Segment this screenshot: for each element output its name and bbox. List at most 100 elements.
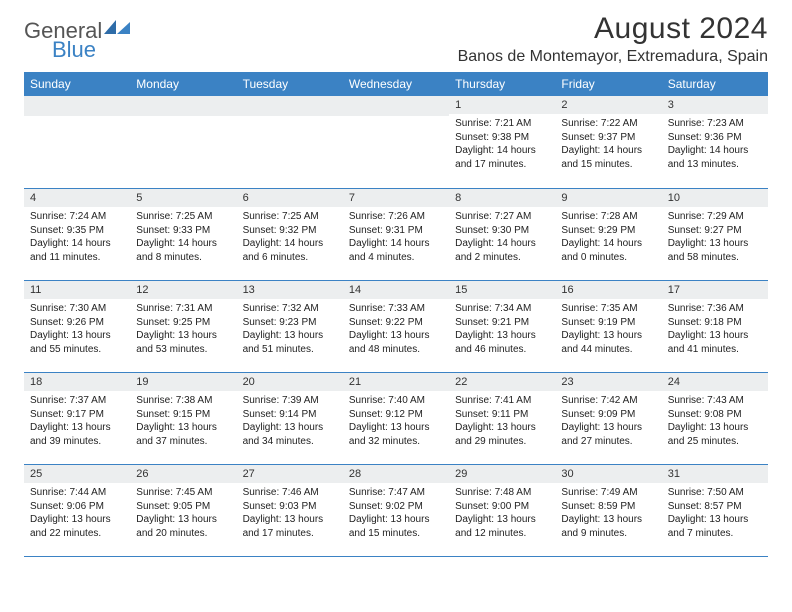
day-details: Sunrise: 7:48 AMSunset: 9:00 PMDaylight:… [449, 483, 555, 546]
calendar-body: 1Sunrise: 7:21 AMSunset: 9:38 PMDaylight… [24, 96, 768, 557]
sunrise-line: Sunrise: 7:25 AM [136, 210, 230, 224]
daylight-line: Daylight: 13 hours and 53 minutes. [136, 329, 230, 356]
logo-text-blue: Blue [52, 39, 130, 61]
day-number: 25 [24, 465, 130, 483]
daylight-line: Daylight: 13 hours and 48 minutes. [349, 329, 443, 356]
day-number: 3 [662, 96, 768, 114]
calendar-day-cell: 23Sunrise: 7:42 AMSunset: 9:09 PMDayligh… [555, 373, 661, 465]
daylight-line: Daylight: 13 hours and 44 minutes. [561, 329, 655, 356]
daylight-line: Daylight: 13 hours and 22 minutes. [30, 513, 124, 540]
sunrise-line: Sunrise: 7:45 AM [136, 486, 230, 500]
calendar-day-cell: 8Sunrise: 7:27 AMSunset: 9:30 PMDaylight… [449, 189, 555, 281]
day-details: Sunrise: 7:36 AMSunset: 9:18 PMDaylight:… [662, 299, 768, 362]
daylight-line: Daylight: 13 hours and 7 minutes. [668, 513, 762, 540]
calendar-day-cell: 13Sunrise: 7:32 AMSunset: 9:23 PMDayligh… [237, 281, 343, 373]
sunset-line: Sunset: 9:31 PM [349, 224, 443, 238]
day-number: 22 [449, 373, 555, 391]
daylight-line: Daylight: 14 hours and 4 minutes. [349, 237, 443, 264]
calendar-day-cell: 1Sunrise: 7:21 AMSunset: 9:38 PMDaylight… [449, 96, 555, 189]
daylight-line: Daylight: 13 hours and 9 minutes. [561, 513, 655, 540]
sunrise-line: Sunrise: 7:37 AM [30, 394, 124, 408]
calendar-day-cell: 5Sunrise: 7:25 AMSunset: 9:33 PMDaylight… [130, 189, 236, 281]
sunset-line: Sunset: 9:32 PM [243, 224, 337, 238]
sunset-line: Sunset: 9:25 PM [136, 316, 230, 330]
daylight-line: Daylight: 13 hours and 25 minutes. [668, 421, 762, 448]
sunrise-line: Sunrise: 7:38 AM [136, 394, 230, 408]
sunrise-line: Sunrise: 7:49 AM [561, 486, 655, 500]
calendar-day-cell: 7Sunrise: 7:26 AMSunset: 9:31 PMDaylight… [343, 189, 449, 281]
sunset-line: Sunset: 9:30 PM [455, 224, 549, 238]
weekday-header-cell: Friday [555, 72, 661, 96]
day-number: 16 [555, 281, 661, 299]
calendar-day-cell: 9Sunrise: 7:28 AMSunset: 9:29 PMDaylight… [555, 189, 661, 281]
sunset-line: Sunset: 9:29 PM [561, 224, 655, 238]
day-details: Sunrise: 7:33 AMSunset: 9:22 PMDaylight:… [343, 299, 449, 362]
calendar-day-cell: 6Sunrise: 7:25 AMSunset: 9:32 PMDaylight… [237, 189, 343, 281]
sunset-line: Sunset: 9:00 PM [455, 500, 549, 514]
sunset-line: Sunset: 9:36 PM [668, 131, 762, 145]
day-number: 11 [24, 281, 130, 299]
daylight-line: Daylight: 14 hours and 8 minutes. [136, 237, 230, 264]
calendar-empty-cell [343, 96, 449, 189]
day-number: 30 [555, 465, 661, 483]
sunset-line: Sunset: 9:38 PM [455, 131, 549, 145]
sunset-line: Sunset: 9:09 PM [561, 408, 655, 422]
header: General Blue August 2024 Banos de Montem… [24, 12, 768, 66]
day-details: Sunrise: 7:43 AMSunset: 9:08 PMDaylight:… [662, 391, 768, 454]
title-block: August 2024 Banos de Montemayor, Extrema… [458, 12, 768, 66]
sunset-line: Sunset: 8:59 PM [561, 500, 655, 514]
sunrise-line: Sunrise: 7:34 AM [455, 302, 549, 316]
calendar-day-cell: 12 Sunrise: 7:31 AMSunset: 9:25 PMDayligh… [130, 281, 236, 373]
sunrise-line: Sunrise: 7:47 AM [349, 486, 443, 500]
daylight-line: Daylight: 13 hours and 41 minutes. [668, 329, 762, 356]
day-details: Sunrise: 7:41 AMSunset: 9:11 PMDaylight:… [449, 391, 555, 454]
sunrise-line: Sunrise: 7:31 AM [136, 302, 230, 316]
day-number: 12 [130, 281, 236, 299]
day-details: Sunrise: 7:29 AMSunset: 9:27 PMDaylight:… [662, 207, 768, 270]
sunset-line: Sunset: 9:03 PM [243, 500, 337, 514]
day-details: Sunrise: 7:35 AMSunset: 9:19 PMDaylight:… [555, 299, 661, 362]
sunrise-line: Sunrise: 7:46 AM [243, 486, 337, 500]
logo-text-block: General Blue [24, 20, 130, 61]
sunrise-line: Sunrise: 7:30 AM [30, 302, 124, 316]
calendar-empty-cell [24, 96, 130, 189]
day-details: Sunrise: 7:24 AMSunset: 9:35 PMDaylight:… [24, 207, 130, 270]
daylight-line: Daylight: 13 hours and 55 minutes. [30, 329, 124, 356]
sunset-line: Sunset: 9:35 PM [30, 224, 124, 238]
sunrise-line: Sunrise: 7:33 AM [349, 302, 443, 316]
day-number: 15 [449, 281, 555, 299]
day-details: Sunrise: 7:40 AMSunset: 9:12 PMDaylight:… [343, 391, 449, 454]
calendar-empty-cell [130, 96, 236, 189]
day-number: 6 [237, 189, 343, 207]
day-details: Sunrise: 7:50 AMSunset: 8:57 PMDaylight:… [662, 483, 768, 546]
calendar-day-cell: 10Sunrise: 7:29 AMSunset: 9:27 PMDayligh… [662, 189, 768, 281]
sunset-line: Sunset: 9:14 PM [243, 408, 337, 422]
logo: General Blue [24, 12, 130, 61]
sunset-line: Sunset: 9:17 PM [30, 408, 124, 422]
day-number: 1 [449, 96, 555, 114]
calendar-day-cell: 25Sunrise: 7:44 AMSunset: 9:06 PMDayligh… [24, 465, 130, 557]
sunrise-line: Sunrise: 7:24 AM [30, 210, 124, 224]
day-details: Sunrise: 7:42 AMSunset: 9:09 PMDaylight:… [555, 391, 661, 454]
calendar-page: General Blue August 2024 Banos de Montem… [0, 0, 792, 557]
daylight-line: Daylight: 13 hours and 34 minutes. [243, 421, 337, 448]
daylight-line: Daylight: 13 hours and 58 minutes. [668, 237, 762, 264]
sunrise-line: Sunrise: 7:41 AM [455, 394, 549, 408]
sunrise-line: Sunrise: 7:44 AM [30, 486, 124, 500]
day-details: Sunrise: 7:25 AMSunset: 9:32 PMDaylight:… [237, 207, 343, 270]
sunset-line: Sunset: 9:12 PM [349, 408, 443, 422]
month-title: August 2024 [458, 12, 768, 46]
daylight-line: Daylight: 14 hours and 2 minutes. [455, 237, 549, 264]
sunrise-line: Sunrise: 7:22 AM [561, 117, 655, 131]
day-number: 7 [343, 189, 449, 207]
day-details: Sunrise: 7:23 AMSunset: 9:36 PMDaylight:… [662, 114, 768, 177]
day-details: Sunrise: 7:34 AMSunset: 9:21 PMDaylight:… [449, 299, 555, 362]
sunrise-line: Sunrise: 7:27 AM [455, 210, 549, 224]
sunrise-line: Sunrise: 7:35 AM [561, 302, 655, 316]
calendar-day-cell: 26Sunrise: 7:45 AMSunset: 9:05 PMDayligh… [130, 465, 236, 557]
daylight-line: Daylight: 13 hours and 37 minutes. [136, 421, 230, 448]
daylight-line: Daylight: 14 hours and 11 minutes. [30, 237, 124, 264]
sunset-line: Sunset: 9:15 PM [136, 408, 230, 422]
daylight-line: Daylight: 14 hours and 0 minutes. [561, 237, 655, 264]
calendar-day-cell: 4Sunrise: 7:24 AMSunset: 9:35 PMDaylight… [24, 189, 130, 281]
